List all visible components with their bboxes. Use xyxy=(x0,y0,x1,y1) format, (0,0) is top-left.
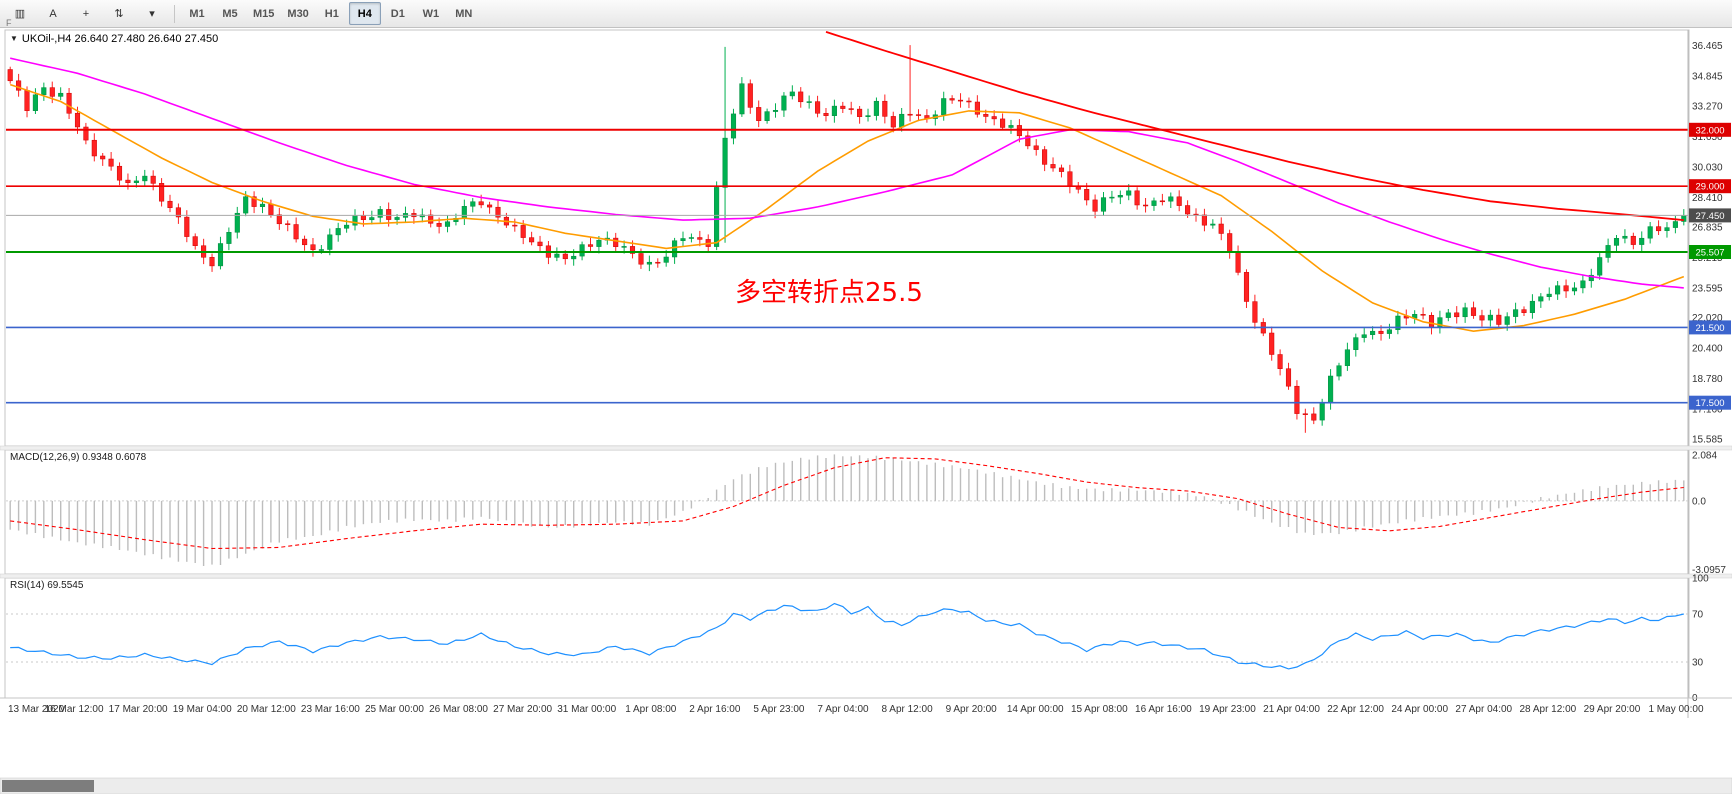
timeframe-MN-button[interactable]: MN xyxy=(455,7,473,20)
ma-fast-orange xyxy=(9,83,1685,333)
toolbar-icon-group: ▥ A + ⇅ ▾ xyxy=(4,2,168,25)
time-axis-label: 19 Apr 23:00 xyxy=(1199,704,1256,715)
rsi-pane[interactable] xyxy=(4,577,1690,699)
time-axis-label: 28 Apr 12:00 xyxy=(1519,704,1576,715)
time-axis-label: 25 Mar 00:00 xyxy=(365,704,424,715)
y-axis-tick: 34.845 xyxy=(1692,72,1723,83)
y-axis-tick: 17.160 xyxy=(1692,405,1723,416)
timeframe-H1-button[interactable]: H1 xyxy=(324,7,339,20)
time-axis-label: 31 Mar 00:00 xyxy=(557,704,616,715)
dropdown-caret-icon[interactable]: ▾ xyxy=(149,8,155,20)
y-axis-tick: 31.650 xyxy=(1692,132,1723,143)
price-badge-label: 27.450 xyxy=(1695,211,1724,222)
chart-window-icon[interactable]: ▥ xyxy=(14,8,26,20)
candlestick-series xyxy=(7,45,1687,433)
time-axis-label: 29 Apr 20:00 xyxy=(1584,704,1641,715)
time-axis-label: 7 Apr 04:00 xyxy=(817,704,869,715)
y-axis-tick: 20.400 xyxy=(1692,344,1723,355)
time-axis-label: 23 Mar 16:00 xyxy=(301,704,360,715)
macd-histogram xyxy=(9,454,1685,566)
timeframe-W1-button[interactable]: W1 xyxy=(422,7,440,20)
toolbar-separator xyxy=(174,4,175,23)
timeframe-M1-button[interactable]: M1 xyxy=(189,7,205,20)
time-axis-label: 27 Apr 04:00 xyxy=(1455,704,1512,715)
time-axis-label: 24 Apr 00:00 xyxy=(1391,704,1448,715)
price-badge-17.500 xyxy=(1689,395,1731,410)
price-badge-29.000 xyxy=(1689,179,1731,194)
ma-slow-magenta xyxy=(10,57,1684,289)
top-toolbar: ▥ A + ⇅ ▾ M1 M5 M15 M30 H1 H4 D1 W1 MN xyxy=(0,0,1732,28)
time-axis-label: 17 Mar 20:00 xyxy=(109,704,168,715)
price-badge-label: 25.507 xyxy=(1695,247,1724,258)
price-badge-label: 21.500 xyxy=(1695,323,1724,334)
time-axis-label: 20 Mar 12:00 xyxy=(237,704,296,715)
y-axis-tick: 28.410 xyxy=(1692,193,1723,204)
timeframe-button-group: M1 M5 M15 M30 H1 H4 D1 W1 MN xyxy=(181,2,480,25)
time-axis-label: 27 Mar 20:00 xyxy=(493,704,552,715)
rsi-line xyxy=(10,602,1684,670)
y-axis-tick: 26.835 xyxy=(1692,222,1723,233)
time-axis-label: 14 Apr 00:00 xyxy=(1007,704,1064,715)
y-axis-tick: 15.585 xyxy=(1692,434,1723,445)
price-badge-25.507 xyxy=(1689,245,1731,259)
time-axis-label: 1 May 00:00 xyxy=(1648,704,1703,715)
price-badge-32.000 xyxy=(1689,122,1731,137)
time-axis-label: 1 Apr 08:00 xyxy=(625,704,677,715)
cycle-arrows-icon[interactable]: ⇅ xyxy=(114,8,124,20)
time-axis-label: 16 Mar 12:00 xyxy=(45,704,104,715)
crosshair-icon[interactable]: + xyxy=(82,7,90,20)
rsi-axis-tick: 70 xyxy=(1692,610,1704,621)
time-axis-label: 15 Apr 08:00 xyxy=(1071,704,1128,715)
timeframe-M5-button[interactable]: M5 xyxy=(222,7,238,20)
timeframe-D1-button[interactable]: D1 xyxy=(390,7,405,20)
time-axis-label: 21 Apr 04:00 xyxy=(1263,704,1320,715)
main-price-pane[interactable] xyxy=(4,29,1690,447)
time-axis-label: 26 Mar 08:00 xyxy=(429,704,488,715)
timeframe-H4-button[interactable]: H4 xyxy=(348,2,381,25)
macd-axis-tick: 2.084 xyxy=(1692,450,1717,461)
annotate-text-button[interactable]: A xyxy=(49,7,57,20)
pane-divider-rsi[interactable] xyxy=(0,573,1732,579)
time-axis-label: 9 Apr 20:00 xyxy=(946,704,998,715)
macd-pane[interactable] xyxy=(4,449,1690,575)
time-axis-label: 8 Apr 12:00 xyxy=(881,704,933,715)
time-axis-label: 5 Apr 23:00 xyxy=(753,704,805,715)
price-badge-label: 32.000 xyxy=(1695,125,1724,136)
h-scrollbar-thumb[interactable] xyxy=(2,780,94,792)
timeframe-M30-button[interactable]: M30 xyxy=(287,7,309,20)
macd-axis-tick: 0.0 xyxy=(1692,496,1706,507)
y-axis-tick: 18.780 xyxy=(1692,374,1723,385)
rsi-axis-tick: 100 xyxy=(1692,574,1709,585)
pane-divider-macd[interactable] xyxy=(0,445,1732,451)
price-badge-label: 29.000 xyxy=(1695,182,1724,193)
time-axis-label: 2 Apr 16:00 xyxy=(689,704,741,715)
h-scrollbar-track[interactable] xyxy=(0,777,1732,794)
time-axis-label: 13 Mar 2020 xyxy=(8,704,65,715)
y-axis-tick: 30.030 xyxy=(1692,162,1723,173)
y-axis-tick: 23.595 xyxy=(1692,283,1723,294)
y-axis-tick: 36.465 xyxy=(1692,41,1723,52)
macd-axis-tick: -3.0957 xyxy=(1692,565,1726,576)
ma-long-red xyxy=(825,31,1684,221)
rsi-axis-tick: 30 xyxy=(1692,658,1704,669)
y-axis-tick: 22.020 xyxy=(1692,313,1723,324)
price-badge-21.500 xyxy=(1689,320,1731,335)
macd-signal-line xyxy=(10,457,1684,550)
time-axis-label: 19 Mar 04:00 xyxy=(173,704,232,715)
y-axis-tick: 33.270 xyxy=(1692,101,1723,112)
time-axis-label: 22 Apr 12:00 xyxy=(1327,704,1384,715)
price-badge-27.450 xyxy=(1689,208,1731,223)
price-badge-label: 17.500 xyxy=(1695,398,1724,409)
time-axis-label: 16 Apr 16:00 xyxy=(1135,704,1192,715)
timeframe-M15-button[interactable]: M15 xyxy=(253,7,275,20)
